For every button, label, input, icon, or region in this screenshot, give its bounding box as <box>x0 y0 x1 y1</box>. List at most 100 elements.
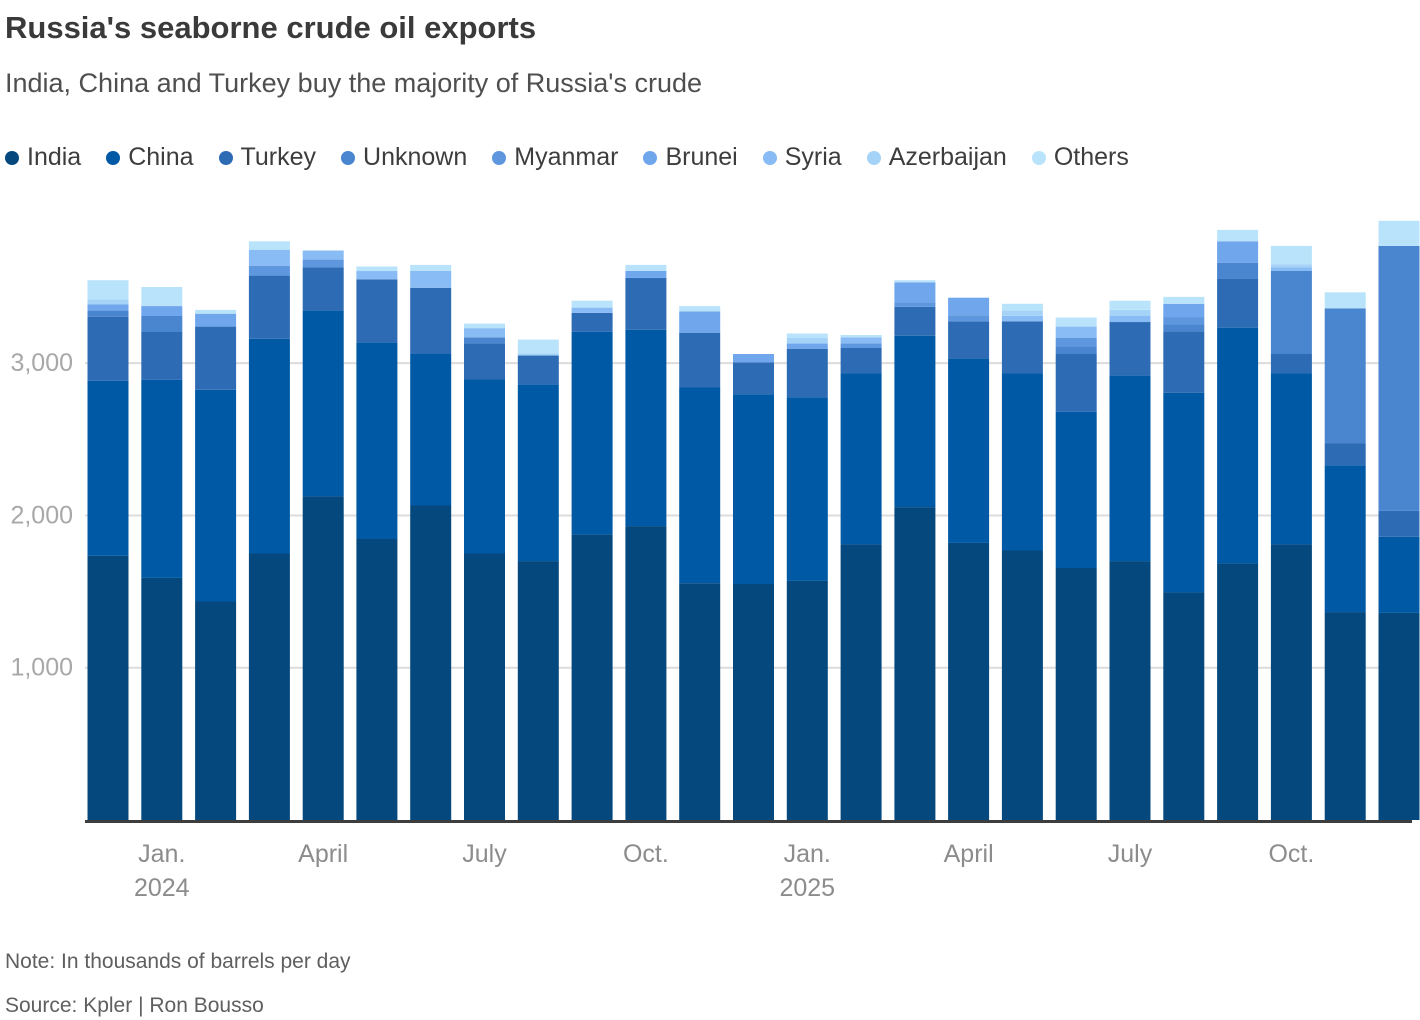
bar-segment-others-may-2024 <box>356 266 398 272</box>
bar-segment-others-feb-2025 <box>840 335 882 338</box>
bar-segment-brunei-dec-2024 <box>733 354 774 363</box>
chart-title: Russia's seaborne crude oil exports <box>5 10 537 45</box>
bar-segment-turkey-may-2024 <box>356 279 398 343</box>
legend-item-unknown: Unknown <box>341 143 467 172</box>
bar-segment-syria-jul-2024 <box>464 328 505 338</box>
bar-segment-turkey-aug-2025 <box>1163 331 1205 393</box>
bar-segment-china-aug-2024 <box>517 384 559 562</box>
bar-segment-india-mar-2025 <box>894 507 936 820</box>
bar-segment-myanmar-mar-2024 <box>248 265 290 276</box>
bar-segment-turkey-feb-2025 <box>840 347 882 373</box>
bar-segment-others-mar-2025 <box>894 280 936 283</box>
x-axis-label: July <box>462 840 507 868</box>
bar-segment-india-apr-2025 <box>948 542 990 820</box>
bar-segment-india-jan-2025 <box>786 580 828 820</box>
bar-segment-china-sep-2025 <box>1217 327 1259 564</box>
bar-segment-india-oct-2024 <box>625 526 667 820</box>
bar-segment-turkey-jul-2025 <box>1109 322 1151 376</box>
x-axis-label: Oct. <box>623 840 669 868</box>
x-axis-label: Oct. <box>1268 840 1314 868</box>
x-axis-year-label: 2025 <box>779 874 835 902</box>
chart-source: Source: Kpler | Ron Bousso <box>5 994 264 1017</box>
bar-segment-brunei-jan-2025 <box>786 343 828 349</box>
legend-dot-icon <box>866 150 881 165</box>
legend-item-myanmar: Myanmar <box>492 143 618 172</box>
bar-segment-china-jan-2025 <box>786 397 828 581</box>
bar-segment-brunei-nov-2024 <box>679 311 721 333</box>
legend-item-turkey: Turkey <box>218 143 317 172</box>
bar-segment-turkey-dec-2025 <box>1378 510 1420 537</box>
bar-segment-china-jun-2025 <box>1055 411 1097 568</box>
bar-segment-others-nov-2025 <box>1324 292 1366 309</box>
legend-dot-icon <box>218 150 233 165</box>
bar-segment-brunei-feb-2024 <box>195 313 237 327</box>
legend: India China Turkey Unknown Myanmar Brunei Syri… <box>5 143 1129 172</box>
bar-segment-myanmar-jun-2025 <box>1055 338 1097 347</box>
bar-segment-china-mar-2025 <box>894 335 936 507</box>
bar-segment-myanmar-feb-2025 <box>840 343 882 348</box>
bar-segment-others-mar-2024 <box>248 241 290 250</box>
bar-segment-india-may-2025 <box>1001 550 1043 820</box>
bar-segment-myanmar-mar-2025 <box>894 302 936 307</box>
bar-segment-brunei-aug-2025 <box>1163 303 1205 318</box>
bar-segment-turkey-may-2025 <box>1001 321 1043 374</box>
x-axis-year-label: 2024 <box>134 874 190 902</box>
bar-segment-turkey-jul-2024 <box>464 343 505 380</box>
bar-segment-china-sep-2024 <box>571 331 613 535</box>
bar-segment-india-sep-2024 <box>571 534 613 820</box>
bar-segment-india-jul-2025 <box>1109 561 1151 820</box>
bar-segment-turkey-jun-2024 <box>410 287 452 354</box>
x-axis-label: July <box>1108 840 1153 868</box>
bar-segment-syria-sep-2024 <box>571 307 613 313</box>
bar-segment-syria-mar-2024 <box>248 249 290 266</box>
bar-segment-india-dec-2025 <box>1378 612 1420 820</box>
bar-segment-others-aug-2025 <box>1163 296 1205 304</box>
bar-segment-azerbaijan-may-2025 <box>1001 310 1043 316</box>
legend-dot-icon <box>341 150 356 165</box>
bar-segment-brunei-jan-2024 <box>141 306 183 316</box>
x-axis-label: Jan. <box>138 840 185 868</box>
bar-segment-unknown-dec-2023 <box>87 310 129 317</box>
bar-segment-syria-feb-2025 <box>840 337 882 344</box>
bar-segment-china-apr-2024 <box>302 310 344 497</box>
legend-dot-icon <box>5 150 19 165</box>
legend-dot-icon <box>106 150 121 165</box>
bar-segment-turkey-jan-2025 <box>786 348 828 398</box>
bar-segment-others-jul-2025 <box>1109 300 1151 310</box>
bar-segment-others-may-2025 <box>1001 303 1043 311</box>
bar-segment-india-jun-2024 <box>410 505 452 820</box>
bar-segment-turkey-dec-2024 <box>733 362 774 395</box>
y-axis-label: 2,000 <box>10 501 73 529</box>
bar-segment-brunei-apr-2025 <box>948 297 990 316</box>
bar-segment-india-aug-2024 <box>517 561 559 820</box>
bar-segment-others-jan-2025 <box>786 333 828 339</box>
bar-segment-india-jun-2025 <box>1055 568 1097 820</box>
bar-segment-turkey-sep-2024 <box>571 312 613 332</box>
bar-segment-india-jan-2024 <box>141 577 183 820</box>
bar-segment-china-may-2025 <box>1001 373 1043 551</box>
bar-segment-turkey-mar-2024 <box>248 275 290 339</box>
bar-segment-india-feb-2024 <box>195 601 237 820</box>
x-axis-label: April <box>298 840 348 868</box>
y-axis-label: 3,000 <box>10 349 73 377</box>
bar-segment-india-oct-2025 <box>1270 544 1312 820</box>
bar-segment-china-feb-2025 <box>840 373 882 545</box>
chart-note: Note: In thousands of barrels per day <box>5 950 351 973</box>
bar-segment-turkey-oct-2024 <box>625 277 667 330</box>
chart-subtitle: India, China and Turkey buy the majority… <box>5 68 703 98</box>
legend-label: Turkey <box>240 143 317 171</box>
bar-segment-india-jul-2024 <box>464 553 505 820</box>
bar-segment-others-feb-2024 <box>195 309 237 314</box>
legend-dot-icon <box>643 150 658 165</box>
legend-item-china: China <box>106 143 194 172</box>
legend-item-brunei: Brunei <box>643 143 738 172</box>
bar-segment-india-dec-2023 <box>87 555 129 820</box>
bar-segment-syria-jun-2024 <box>410 271 452 288</box>
bar-segment-unknown-nov-2025 <box>1324 308 1366 444</box>
bar-segment-china-feb-2024 <box>195 389 237 602</box>
bar-segment-china-aug-2025 <box>1163 392 1205 593</box>
bar-segment-unknown-jun-2025 <box>1055 346 1097 354</box>
bar-segment-turkey-nov-2024 <box>679 332 721 388</box>
legend-label: Unknown <box>363 143 468 171</box>
bar-segment-unknown-jul-2024 <box>464 337 505 344</box>
